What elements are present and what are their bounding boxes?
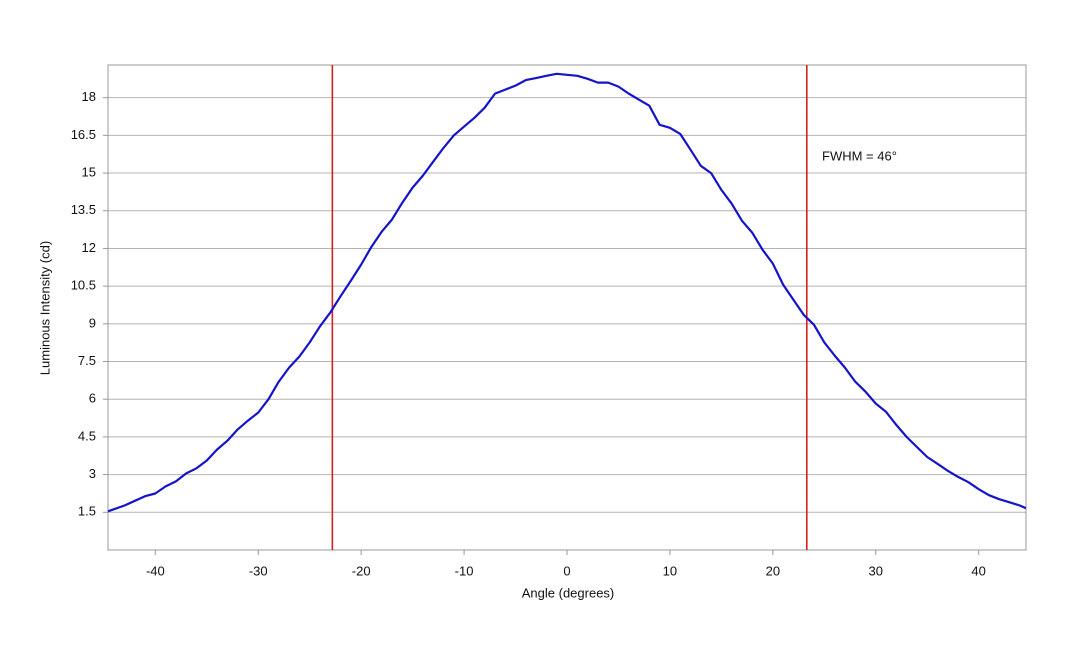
x-tick-label: 20: [766, 563, 780, 578]
x-tick-label: 40: [971, 563, 985, 578]
data-line: [107, 72, 1027, 513]
x-tick-label: 10: [663, 563, 677, 578]
x-tick-label: -10: [455, 563, 474, 578]
y-tick-label: 3: [89, 466, 96, 481]
y-tick-label: 18: [82, 89, 96, 104]
y-tick-label: 7.5: [78, 353, 96, 368]
x-axis-label: Angle (degrees): [522, 585, 615, 600]
annotation: FWHM = 46°: [822, 148, 897, 163]
y-tick-label: 10.5: [71, 278, 96, 293]
y-tick-label: 1.5: [78, 504, 96, 519]
y-tick-label: 6: [89, 391, 96, 406]
x-tick-label: -20: [352, 563, 371, 578]
y-tick-label: 9: [89, 315, 96, 330]
x-tick-label: 30: [869, 563, 883, 578]
y-tick-label: 15: [82, 164, 96, 179]
y-tick-label: 12: [82, 240, 96, 255]
y-tick-label: 13.5: [71, 202, 96, 217]
y-tick-label: 16.5: [71, 127, 96, 142]
plot-frame: [107, 64, 1027, 551]
y-tick-label: 4.5: [78, 428, 96, 443]
x-tick-label: 0: [563, 563, 570, 578]
x-tick-label: -40: [146, 563, 165, 578]
x-tick-label: -30: [249, 563, 268, 578]
y-axis-label: Luminous Intensity (cd): [37, 241, 52, 375]
